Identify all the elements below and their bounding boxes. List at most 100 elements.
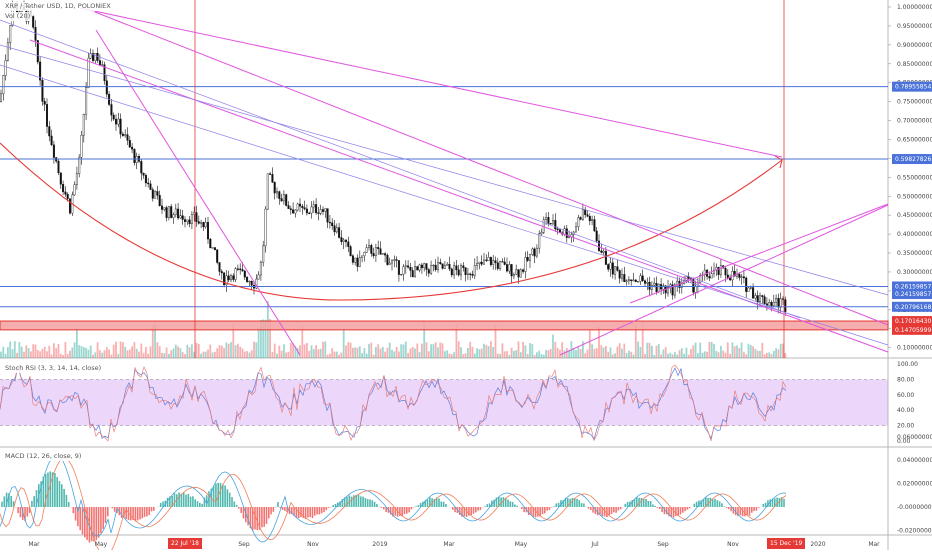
volume-bar [596,348,598,358]
volume-bar [67,354,69,358]
candle-body [258,275,260,279]
candle-body [345,240,347,242]
candle-body [497,263,499,269]
macd-histogram-bar [657,507,659,508]
volume-bar [214,352,216,358]
volume-bar [55,348,57,358]
volume-bar [575,350,577,358]
candle-body [177,209,179,218]
candle-body [605,251,607,264]
candle-body [610,263,612,269]
volume-bar [566,348,568,358]
volume-bar [2,347,4,358]
price-tick-label: 0.40000000 [897,231,932,238]
candle-body [518,270,520,278]
macd-histogram-bar [319,507,321,514]
time-axis-label: Sep [657,541,669,548]
candle-body [214,247,216,249]
candle-body [302,206,304,208]
volume-bar [341,353,343,358]
macd-histogram-bar [712,499,714,507]
volume-bar [76,329,78,358]
price-tick-label: 0.95000000 [897,23,932,30]
candle-body [764,297,766,304]
volume-bar [718,352,720,358]
candle-body [304,208,306,209]
volume-bar [467,348,469,358]
candle-body [653,283,655,285]
candle-body [658,284,660,291]
macd-histogram-bar [142,507,144,518]
volume-bar [99,350,101,358]
candle-body [644,281,646,284]
macd-histogram-bar [675,507,677,516]
candle-body [637,281,639,282]
volume-bar [81,346,83,358]
volume-bar [637,342,639,358]
volume-bar [656,346,658,358]
candle-body [269,174,271,175]
volume-bar [255,342,257,358]
stoch-tick-label: 40.00 [897,407,914,414]
volume-bar [766,353,768,358]
volume-bar [104,350,106,358]
candle-body [414,267,416,277]
volume-legend[interactable]: Vol (20) [3,12,32,21]
volume-bar [775,348,777,358]
candle-body [78,157,80,173]
stoch-rsi-legend[interactable]: Stoch RSI (3, 3, 14, 14, close) [3,364,103,373]
volume-bar [674,352,676,358]
candle-body [725,268,727,275]
macd-histogram-bar [751,507,753,513]
volume-bar [410,348,412,358]
volume-bar [492,347,494,358]
macd-histogram-bar [98,507,100,538]
macd-histogram-bar [516,506,518,507]
macd-histogram-bar [765,503,767,507]
volume-bar [479,349,481,358]
candle-body [541,232,543,234]
candle-body [709,276,711,278]
volume-bar [281,351,283,358]
macd-histogram-bar [139,507,141,519]
volume-bar [640,347,642,358]
volume-bar [203,352,205,358]
candle-body [451,269,453,275]
volume-bar [124,347,126,358]
candle-body [212,247,214,248]
macd-histogram-bar [194,499,196,507]
candle-body [486,260,488,261]
volume-bar [175,345,177,358]
candle-body [619,270,621,278]
macd-histogram-bar [236,505,238,507]
macd-histogram-bar [694,504,696,507]
volume-bar [242,348,244,358]
volume-bar [481,349,483,358]
candle-body [147,183,149,184]
candle-body [564,229,566,234]
candle-body [729,278,731,280]
candle-body [329,222,331,223]
candle-body [216,250,218,263]
candle-body [233,276,235,280]
macd-histogram-bar [358,495,360,507]
macd-histogram-bar [100,507,102,533]
candle-body [391,261,393,263]
symbol-title[interactable]: XRP / Tether USD, 1D, POLONIEX [3,2,113,11]
macd-histogram-bar [66,495,68,507]
macd-legend[interactable]: MACD (12, 26, close, 9) [3,452,83,461]
candle-body [145,175,147,183]
volume-bar [768,352,770,358]
candle-body [773,302,775,306]
candle-body [502,261,504,262]
candle-body [656,283,658,292]
candle-body [460,266,462,275]
volume-bar [628,351,630,358]
volume-bar [398,352,400,358]
price-tick-label: 0.10000000 [897,345,932,352]
volume-bar [499,354,501,358]
volume-bar [290,343,292,358]
macd-histogram-bar [227,489,229,507]
